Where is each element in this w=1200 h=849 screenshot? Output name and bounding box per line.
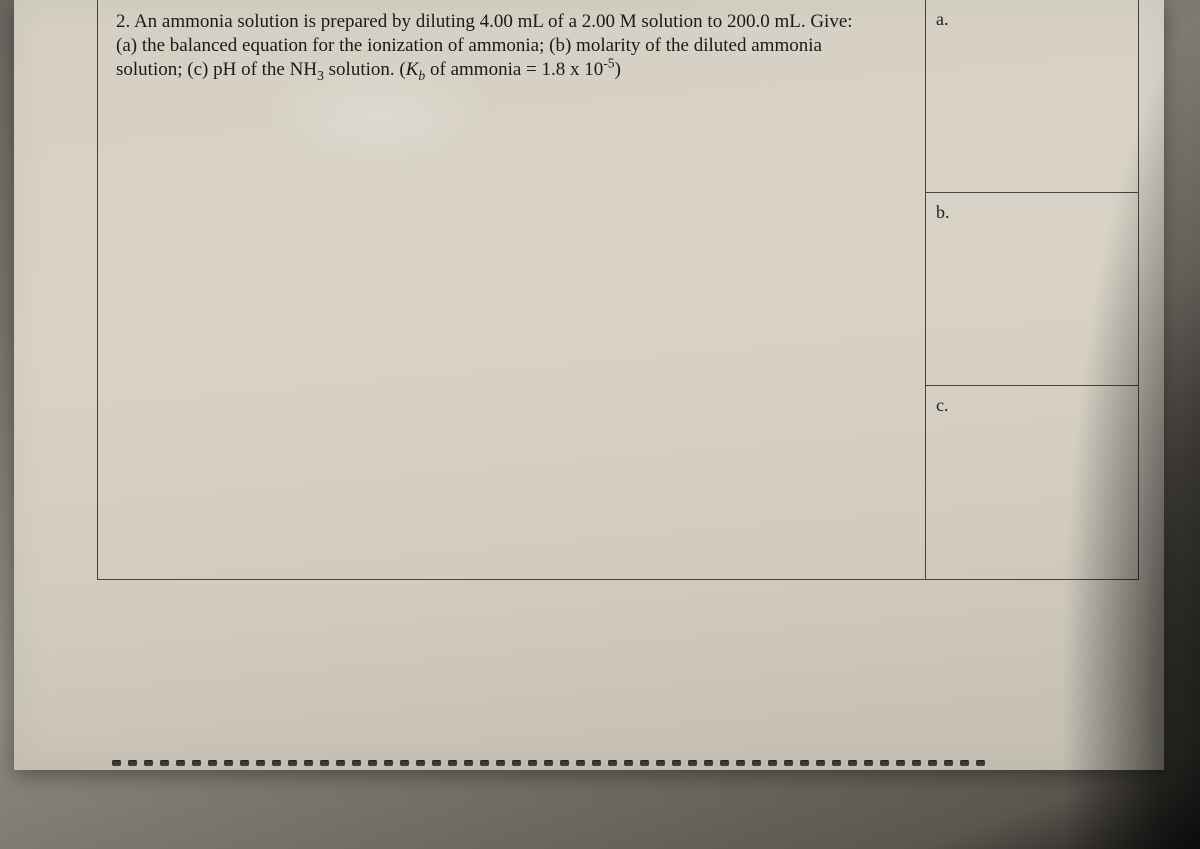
question-number: 2.: [116, 11, 130, 32]
question-line2: (a) the balanced equation for the ioniza…: [116, 35, 822, 56]
question-line3-b: solution. (: [324, 59, 406, 80]
question-cell: 2. An ammonia solution is prepared by di…: [98, 0, 926, 579]
answer-cell-c: c.: [926, 386, 1138, 579]
answer-label-b: b.: [936, 202, 950, 222]
paper-sheet: 2. An ammonia solution is prepared by di…: [14, 0, 1164, 770]
answer-label-c: c.: [936, 395, 949, 415]
answer-cell-b: b.: [926, 193, 1138, 386]
question-line1: An ammonia solution is prepared by dilut…: [134, 11, 853, 32]
question-text: 2. An ammonia solution is prepared by di…: [116, 10, 907, 81]
question-line3-a: solution; (c) pH of the NH: [116, 59, 317, 80]
answer-cell-a: a.: [926, 0, 1138, 193]
spiral-binding-holes: [112, 760, 992, 770]
exp-sup: -5: [603, 55, 614, 70]
question-line3-c: of ammonia = 1.8 x 10: [425, 59, 603, 80]
kb-k: K: [406, 59, 419, 80]
answer-label-a: a.: [936, 9, 949, 29]
answers-column: a. b. c.: [926, 0, 1138, 579]
question-line3-d: ): [615, 59, 621, 80]
worksheet-table: 2. An ammonia solution is prepared by di…: [97, 0, 1139, 580]
nh3-subscript: 3: [317, 67, 324, 82]
